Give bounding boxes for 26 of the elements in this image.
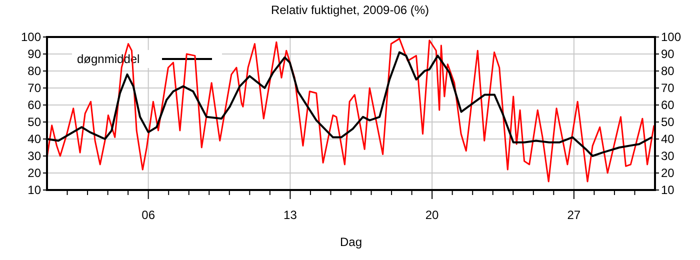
y2-tick-label: 30 [661, 149, 675, 163]
y2-tick-label: 40 [661, 132, 675, 146]
y-tick-label: 100 [20, 30, 42, 44]
y2-tick-label: 50 [661, 115, 675, 129]
y-tick-label: 60 [28, 98, 42, 112]
y2-tick-label: 70 [661, 81, 675, 95]
y2-tick-label: 10 [661, 183, 675, 197]
x-tick-label: 27 [567, 208, 581, 222]
y2-tick-label: 20 [661, 166, 675, 180]
y-tick-label: 30 [28, 149, 42, 163]
y2-tick-label: 90 [661, 47, 675, 61]
y-tick-label: 90 [28, 47, 42, 61]
chart-title: Relativ fuktighet, 2009-06 (%) [270, 3, 430, 17]
y2-tick-label: 60 [661, 98, 675, 112]
y-tick-label: 50 [28, 115, 42, 129]
x-tick-label: 13 [284, 208, 298, 222]
x-tick-label: 20 [425, 208, 440, 222]
y-tick-label: 20 [28, 166, 42, 180]
x-axis-title: Dag [340, 235, 362, 249]
y2-tick-label: 100 [661, 30, 682, 44]
y2-tick-label: 80 [661, 64, 675, 78]
x-tick-label: 06 [142, 208, 156, 222]
y-tick-label: 80 [28, 64, 42, 78]
y-tick-label: 70 [28, 81, 42, 95]
y-tick-label: 10 [28, 183, 42, 197]
y-tick-label: 40 [28, 132, 42, 146]
